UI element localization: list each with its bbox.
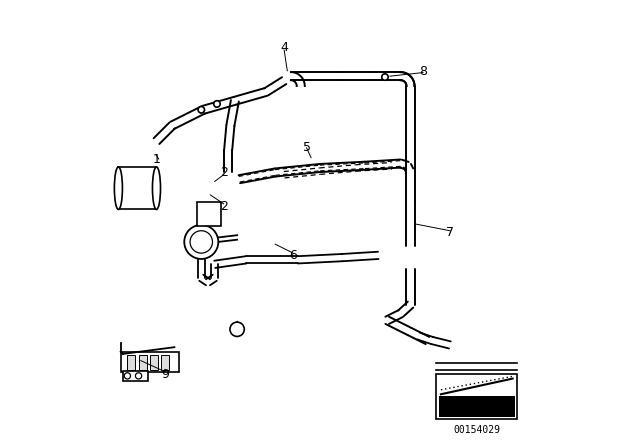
Bar [150, 355, 158, 370]
Text: 2: 2 [220, 199, 228, 213]
Circle shape [381, 74, 388, 80]
Text: 3: 3 [236, 323, 243, 336]
Bar [197, 202, 221, 226]
Circle shape [230, 322, 244, 336]
Text: 2: 2 [220, 166, 228, 179]
Text: 6: 6 [289, 249, 297, 262]
Circle shape [136, 373, 141, 379]
Circle shape [190, 231, 212, 253]
Bar [139, 355, 147, 370]
Text: 1: 1 [152, 152, 161, 166]
Circle shape [184, 225, 218, 259]
Text: 5: 5 [303, 141, 310, 155]
Bar [439, 396, 515, 417]
Ellipse shape [115, 167, 122, 210]
Text: 00154029: 00154029 [453, 425, 500, 435]
Bar [123, 371, 148, 381]
Ellipse shape [152, 167, 161, 210]
Text: 9: 9 [161, 367, 170, 381]
Text: 8: 8 [419, 65, 427, 78]
Circle shape [124, 373, 131, 379]
Bar [436, 374, 517, 419]
Circle shape [214, 101, 220, 107]
Bar [118, 167, 157, 210]
Bar [161, 355, 169, 370]
Bar [127, 355, 136, 370]
Circle shape [198, 107, 205, 113]
Text: 7: 7 [446, 226, 454, 240]
Bar [121, 352, 179, 372]
Text: 4: 4 [280, 40, 288, 54]
